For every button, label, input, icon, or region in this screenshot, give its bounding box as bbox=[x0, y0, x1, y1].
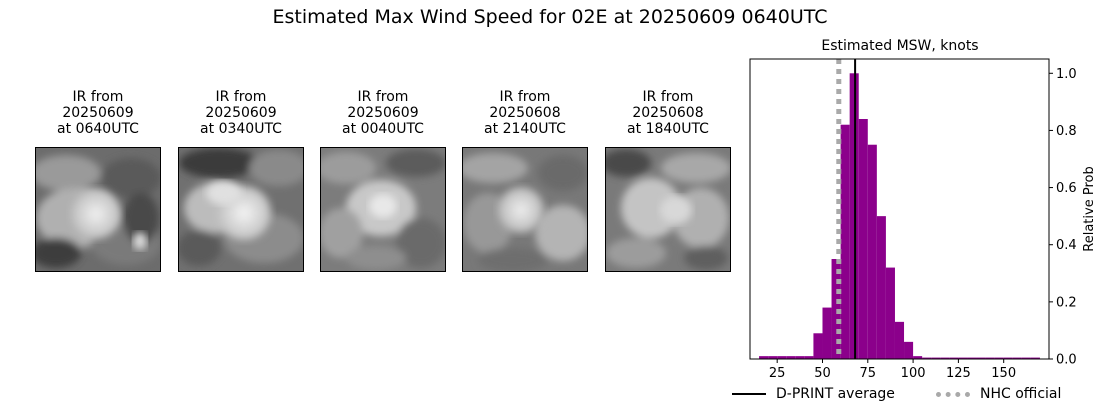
histogram-bar bbox=[777, 356, 787, 359]
histogram-bar bbox=[967, 357, 977, 359]
msw-histogram-chart: Estimated MSW, knots 25 50 75 100 125 150 0.0… bbox=[749, 38, 1095, 381]
ir-satellite-image bbox=[320, 147, 446, 272]
histogram-bar bbox=[831, 259, 841, 359]
histogram-bar bbox=[795, 356, 805, 359]
reference-lines bbox=[836, 59, 857, 359]
x-tick-label: 100 bbox=[901, 366, 926, 381]
histogram-bar bbox=[894, 321, 905, 359]
histogram-bar bbox=[804, 356, 814, 359]
ir-caption: IR from 20250608 at 2140UTC bbox=[484, 89, 566, 137]
legend-label: NHC official bbox=[980, 386, 1062, 402]
y-tick-label: 1.0 bbox=[1056, 67, 1077, 82]
ir-satellite-image bbox=[178, 147, 304, 272]
histogram-bar bbox=[949, 357, 959, 359]
x-tick-label: 25 bbox=[769, 366, 786, 381]
chart-legend: D-PRINT average NHC official bbox=[722, 386, 1100, 408]
histogram-bar bbox=[759, 356, 769, 359]
x-tick-label: 150 bbox=[991, 366, 1016, 381]
histogram-bar bbox=[958, 357, 968, 359]
legend-swatch-solid-line bbox=[732, 393, 766, 395]
y-tick-label: 0.8 bbox=[1056, 124, 1077, 139]
y-axis: 0.0 0.2 0.4 0.6 0.8 1.0 bbox=[1049, 67, 1077, 368]
histogram-bar bbox=[985, 357, 995, 359]
x-tick-label: 50 bbox=[814, 366, 831, 381]
legend-label: D-PRINT average bbox=[776, 386, 895, 402]
histogram-bar bbox=[840, 124, 850, 359]
chart-title: Estimated MSW, knots bbox=[821, 38, 978, 54]
histogram-bar bbox=[1021, 357, 1031, 359]
histogram-bar bbox=[904, 341, 914, 359]
x-tick-label: 125 bbox=[946, 366, 971, 381]
x-tick-label: 75 bbox=[860, 366, 877, 381]
histogram-bar bbox=[858, 119, 868, 359]
x-axis: 25 50 75 100 125 150 bbox=[769, 359, 1016, 381]
legend-item-nhc: NHC official bbox=[936, 386, 1061, 402]
histogram-bar bbox=[885, 267, 895, 359]
ir-caption: IR from 20250609 at 0340UTC bbox=[200, 89, 282, 137]
histogram-bar bbox=[976, 357, 986, 359]
y-tick-label: 0.4 bbox=[1056, 238, 1077, 253]
y-tick-label: 0.2 bbox=[1056, 295, 1077, 310]
histogram-bar bbox=[813, 333, 823, 359]
histogram-bar bbox=[994, 357, 1004, 359]
ir-satellite-image bbox=[605, 147, 731, 272]
plot-frame bbox=[749, 58, 1050, 360]
histogram-bar bbox=[768, 356, 778, 359]
legend-item-dprint: D-PRINT average bbox=[732, 386, 895, 402]
ir-caption: IR from 20250609 at 0640UTC bbox=[57, 89, 139, 137]
histogram-bar bbox=[913, 356, 923, 359]
ir-caption: IR from 20250609 at 0040UTC bbox=[342, 89, 424, 137]
y-tick-label: 0.6 bbox=[1056, 181, 1077, 196]
figure-title: Estimated Max Wind Speed for 02E at 2025… bbox=[272, 6, 828, 28]
legend-swatch-dotted-line bbox=[936, 391, 970, 397]
histogram-bar bbox=[1012, 357, 1022, 359]
ir-caption: IR from 20250608 at 1840UTC bbox=[627, 89, 709, 137]
ir-satellite-image bbox=[462, 147, 588, 272]
histogram-bar bbox=[940, 357, 950, 359]
histogram-bar bbox=[822, 307, 832, 359]
histogram-bar bbox=[786, 356, 796, 359]
histogram-bars bbox=[759, 73, 1040, 360]
histogram-bar bbox=[1030, 357, 1040, 359]
ir-satellite-image bbox=[35, 147, 161, 272]
histogram-bar bbox=[876, 216, 886, 359]
y-tick-label: 0.0 bbox=[1056, 353, 1077, 368]
y-axis-label: Relative Prob bbox=[1082, 166, 1095, 251]
histogram-bar bbox=[867, 144, 877, 359]
histogram-bar bbox=[1003, 357, 1013, 359]
histogram-bar bbox=[922, 357, 932, 359]
histogram-bar bbox=[931, 357, 941, 359]
